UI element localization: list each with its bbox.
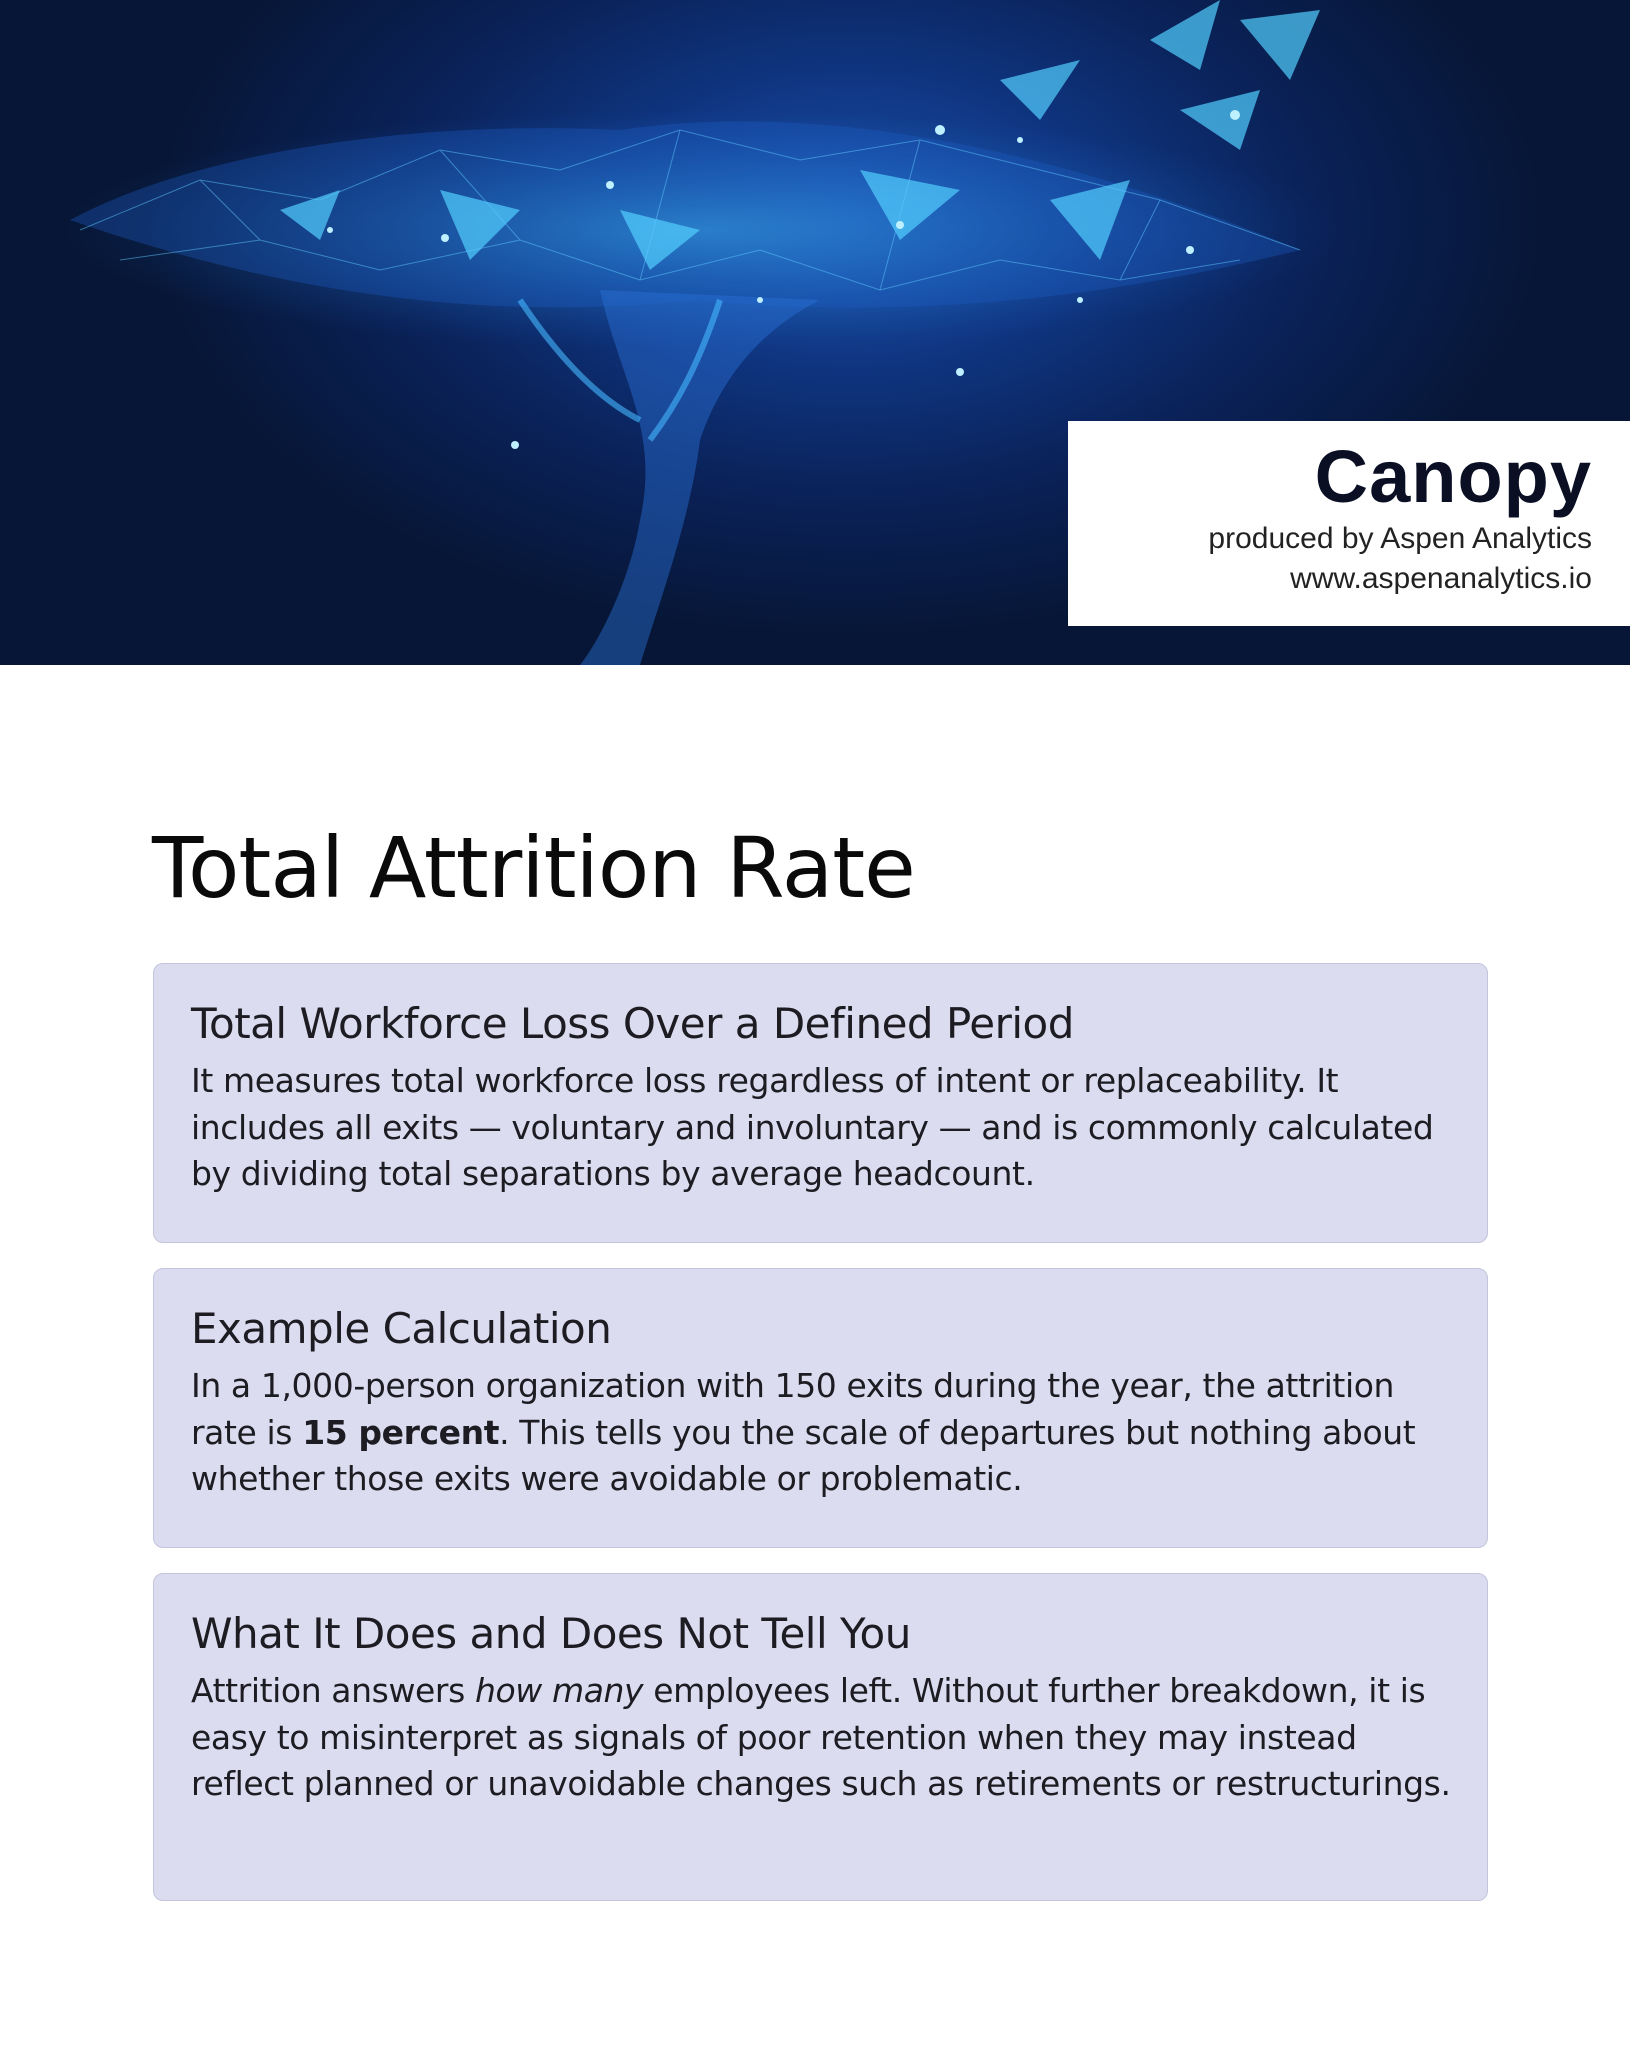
- brand-logo-box: Canopy produced by Aspen Analytics www.a…: [1068, 421, 1630, 626]
- body-text: In a 1,000-person organization with 150 …: [191, 1366, 1395, 1452]
- card-definition: Total Workforce Loss Over a Defined Peri…: [153, 963, 1488, 1243]
- card-body: In a 1,000-person organization with 150 …: [191, 1363, 1451, 1503]
- body-text: . This tells you the scale of departures…: [191, 1412, 1416, 1499]
- card-heading: Total Workforce Loss Over a Defined Peri…: [191, 999, 1074, 1048]
- brand-title: Canopy: [1314, 435, 1592, 518]
- card-what-it-tells: What It Does and Does Not Tell You Attri…: [153, 1573, 1488, 1901]
- header-banner: Canopy produced by Aspen Analytics www.a…: [0, 0, 1630, 665]
- body-text: Attrition answers: [191, 1671, 475, 1710]
- body-text: employees left. Without further breakdow…: [191, 1671, 1451, 1803]
- emphasized-text: how many: [474, 1671, 644, 1710]
- page-title: Total Attrition Rate: [152, 819, 916, 917]
- card-heading: What It Does and Does Not Tell You: [191, 1609, 911, 1658]
- card-body: It measures total workforce loss regardl…: [191, 1061, 1434, 1193]
- card-body: Attrition answers how many employees lef…: [191, 1668, 1451, 1808]
- brand-website: www.aspenanalytics.io: [1290, 562, 1592, 595]
- network-tree-illustration: [60, 0, 1340, 665]
- brand-producer: produced by Aspen Analytics: [1208, 522, 1592, 555]
- card-heading: Example Calculation: [191, 1304, 612, 1353]
- highlighted-rate: 15 percent: [302, 1412, 500, 1452]
- card-example-calculation: Example Calculation In a 1,000-person or…: [153, 1268, 1488, 1548]
